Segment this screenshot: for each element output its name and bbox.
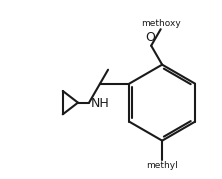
Text: methoxy: methoxy (141, 19, 180, 28)
Text: NH: NH (91, 97, 109, 110)
Text: O: O (145, 31, 155, 44)
Text: methyl: methyl (146, 161, 178, 170)
